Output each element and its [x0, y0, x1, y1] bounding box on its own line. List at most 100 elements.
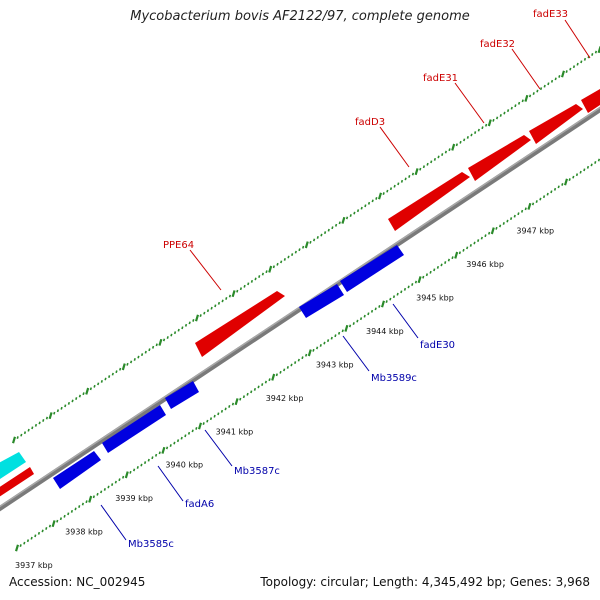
gene-mb3589c-b[interactable] [340, 245, 404, 292]
minor-tick [474, 131, 477, 134]
minor-tick [326, 339, 330, 343]
label-fade31[interactable]: fadE31 [423, 73, 458, 84]
gene-fada6[interactable] [102, 405, 166, 453]
label-ppe64[interactable]: PPE64 [163, 240, 194, 251]
minor-tick [539, 87, 543, 91]
minor-tick [352, 322, 355, 325]
minor-tick [31, 426, 34, 430]
minor-tick [253, 387, 257, 391]
gene-mb3587c[interactable] [165, 381, 199, 409]
major-tick [417, 276, 422, 284]
minor-tick [279, 370, 282, 374]
minor-tick [203, 311, 206, 315]
minor-tick [348, 324, 352, 328]
minor-tick [334, 223, 338, 227]
minor-tick [242, 395, 246, 399]
minor-tick [579, 170, 582, 174]
minor-tick [97, 382, 100, 386]
minor-tick [503, 111, 506, 115]
label-fade30[interactable]: fadE30 [420, 340, 455, 351]
major-tick [380, 300, 386, 308]
minor-tick [64, 404, 67, 408]
minor-tick [408, 175, 411, 178]
minor-tick [524, 207, 527, 211]
minor-tick [74, 507, 77, 511]
minor-tick [213, 414, 216, 418]
minor-tick [27, 428, 30, 432]
minor-tick [495, 226, 498, 230]
gene-mb3585c[interactable] [53, 451, 101, 489]
major-tick [158, 338, 163, 346]
minor-tick [192, 319, 195, 322]
minor-tick [224, 407, 227, 411]
kbp-tick-label: 3947 kbp [516, 227, 554, 236]
minor-tick [301, 356, 304, 360]
minor-tick [239, 287, 243, 291]
minor-tick [195, 427, 198, 430]
minor-tick [199, 314, 202, 317]
gene-cyan-partial-left[interactable] [0, 452, 26, 479]
minor-tick [312, 238, 316, 242]
minor-tick [594, 161, 597, 164]
genome-backbone [0, 106, 600, 512]
gene-forward-partial-left[interactable] [0, 467, 34, 497]
label-mb3585c[interactable]: Mb3585c [128, 539, 174, 550]
minor-tick [364, 204, 367, 208]
gene-fade33[interactable] [581, 89, 600, 113]
minor-tick [243, 284, 246, 288]
minor-tick [433, 157, 437, 161]
minor-tick [586, 165, 590, 169]
minor-tick [514, 104, 517, 108]
gene-mb3589c-a[interactable] [299, 284, 344, 318]
minor-tick [129, 360, 133, 364]
minor-tick [158, 451, 161, 455]
minor-tick [140, 463, 143, 467]
minor-tick [506, 219, 509, 223]
minor-tick [119, 367, 122, 371]
major-tick [527, 202, 532, 210]
minor-tick [411, 283, 414, 286]
minor-tick [316, 236, 319, 239]
gene-fade31[interactable] [468, 135, 531, 181]
label-fadd3[interactable]: fadD3 [355, 117, 385, 128]
minor-tick [480, 236, 483, 240]
minor-tick [67, 512, 70, 516]
minor-tick [184, 434, 187, 438]
minor-tick [330, 336, 333, 340]
minor-tick [338, 221, 341, 225]
kbp-tick-label: 3943 kbp [316, 360, 354, 369]
label-mb3587c[interactable]: Mb3587c [234, 466, 280, 477]
minor-tick [34, 423, 38, 427]
minor-tick [206, 309, 210, 313]
minor-tick [155, 343, 158, 347]
label-fade33[interactable]: fadE33 [533, 9, 568, 20]
minor-tick [70, 509, 74, 513]
minor-tick [370, 309, 374, 313]
minor-tick [187, 431, 191, 435]
label-fada6[interactable]: fadA6 [185, 499, 214, 510]
minor-tick [509, 217, 513, 221]
major-tick [234, 398, 239, 406]
minor-tick [20, 433, 23, 437]
gene-ppe64[interactable] [195, 291, 285, 357]
minor-tick [111, 483, 114, 486]
minor-tick [455, 143, 458, 147]
minor-tick [367, 201, 371, 205]
minor-tick [400, 290, 403, 294]
gene-fadd3[interactable] [388, 172, 470, 231]
minor-tick [191, 429, 194, 433]
minor-tick [550, 79, 554, 83]
minor-tick [477, 239, 480, 242]
kbp-labels: 3937 kbp 3938 kbp 3939 kbp 3940 kbp 3941 kbp… [15, 227, 554, 570]
minor-tick [93, 384, 96, 388]
label-fade32[interactable]: fadE32 [480, 39, 515, 50]
minor-tick [397, 182, 400, 186]
minor-tick [283, 258, 286, 261]
major-tick [197, 422, 203, 430]
minor-tick [291, 253, 294, 256]
gene-fade32[interactable] [529, 104, 583, 144]
minor-tick [30, 536, 33, 540]
minor-tick [470, 133, 473, 137]
kbp-tick-label: 3940 kbp [165, 461, 203, 470]
label-mb3589c[interactable]: Mb3589c [371, 373, 417, 384]
